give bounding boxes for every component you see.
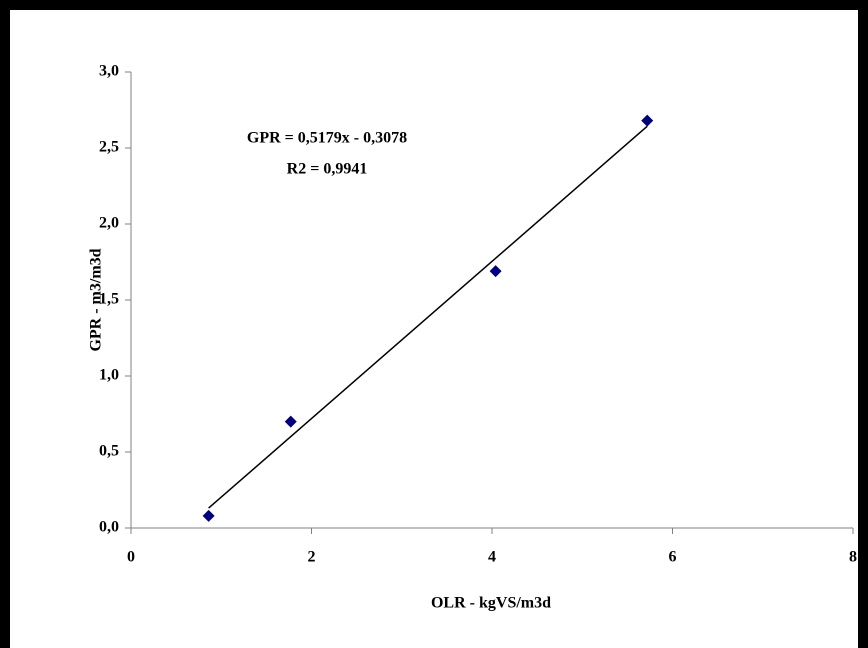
x-tick-label: 8 bbox=[849, 549, 857, 566]
data-point bbox=[641, 114, 654, 127]
data-point bbox=[284, 415, 297, 428]
y-tick-label: 2,5 bbox=[99, 139, 119, 156]
data-point bbox=[489, 265, 502, 278]
frame-right bbox=[858, 0, 868, 648]
frame-left bbox=[0, 0, 10, 648]
data-point bbox=[202, 509, 215, 522]
y-tick-label: 0,5 bbox=[99, 443, 119, 460]
trendline bbox=[208, 125, 648, 509]
annotation: GPR = 0,5179x - 0,3078 bbox=[247, 130, 407, 147]
x-tick-label: 4 bbox=[488, 549, 496, 566]
y-tick-label: 1,0 bbox=[99, 367, 119, 384]
x-axis-label: OLR - kgVS/m3d bbox=[431, 595, 551, 612]
annotation: R2 = 0,9941 bbox=[287, 161, 368, 178]
x-tick-label: 6 bbox=[669, 549, 677, 566]
y-axis-label: GPR - m3/m3d bbox=[88, 248, 105, 351]
x-tick-label: 2 bbox=[308, 549, 316, 566]
x-tick-label: 0 bbox=[127, 549, 135, 566]
y-tick-label: 3,0 bbox=[99, 63, 119, 80]
y-tick-label: 1,5 bbox=[99, 291, 119, 308]
frame-top bbox=[0, 0, 868, 10]
y-tick-label: 0,0 bbox=[99, 519, 119, 536]
y-tick-label: 2,0 bbox=[99, 215, 119, 232]
